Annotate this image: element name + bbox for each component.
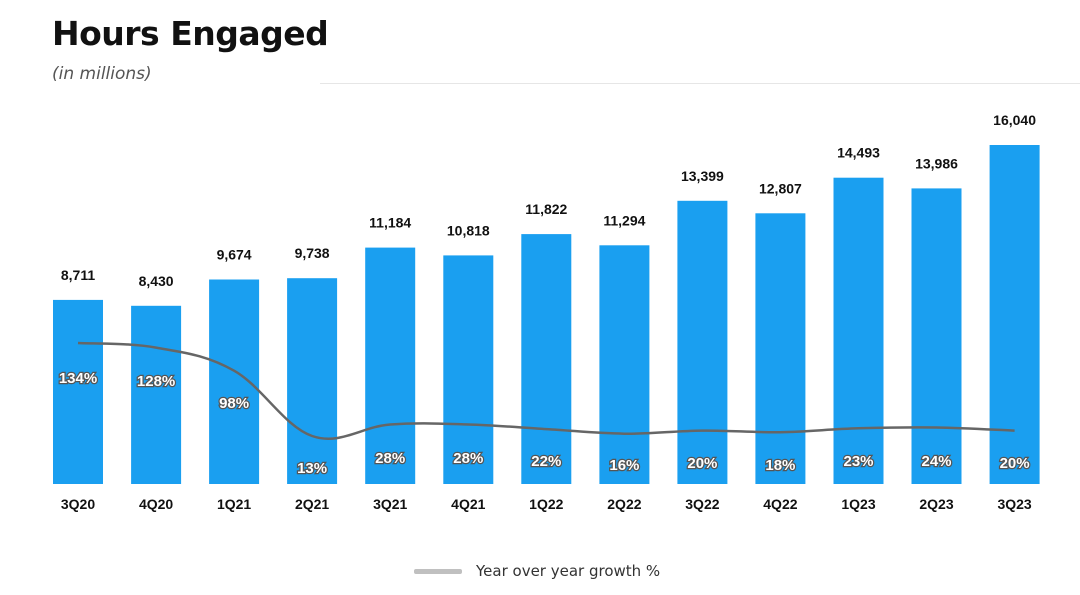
bar-value-label: 11,294 (603, 212, 645, 228)
x-tick-label: 3Q22 (685, 496, 719, 512)
bar-value-label: 14,493 (837, 145, 880, 161)
x-tick-label: 4Q22 (763, 496, 797, 512)
x-tick-label: 1Q23 (841, 496, 875, 512)
chart-subtitle: (in millions) (52, 64, 152, 84)
bar-value-label: 11,822 (525, 201, 567, 217)
x-tick-label: 3Q20 (61, 496, 95, 512)
labels-group: 8,711 3Q20 8,430 4Q20 9,674 1Q21 9,738 2Q21 11,1… (58, 112, 1037, 512)
legend-label: Year over year growth % (476, 562, 661, 580)
bar-value-label: 11,184 (369, 215, 411, 231)
growth-label: 24% (921, 453, 951, 470)
bar-4Q21 (443, 255, 494, 484)
bar-3Q20 (53, 299, 103, 484)
x-tick-label: 3Q23 (997, 496, 1031, 512)
growth-label: 13% (297, 460, 327, 477)
x-tick-label: 1Q21 (217, 496, 251, 512)
growth-label: 20% (687, 455, 717, 472)
x-tick-label: 2Q23 (919, 496, 953, 512)
bar-1Q21 (209, 279, 260, 484)
bar-2Q22 (599, 245, 650, 484)
x-tick-label: 3Q21 (373, 496, 407, 512)
header-divider (0, 83, 1080, 84)
bar-value-label: 10,818 (447, 222, 490, 238)
bar-2Q21 (287, 278, 338, 484)
growth-label: 18% (765, 457, 795, 474)
bar-value-label: 9,738 (295, 245, 330, 261)
growth-label: 16% (609, 457, 639, 474)
bar-2Q23 (911, 188, 962, 484)
bar-3Q23 (989, 145, 1040, 484)
growth-label: 98% (219, 395, 249, 412)
bar-value-label: 13,986 (915, 155, 958, 171)
legend-line-swatch (414, 568, 462, 574)
bar-1Q23 (833, 177, 884, 484)
growth-label: 20% (1000, 455, 1030, 472)
x-tick-label: 4Q20 (139, 496, 173, 512)
chart-title: Hours Engaged (52, 14, 329, 53)
bar-1Q22 (521, 234, 572, 484)
x-tick-label: 2Q22 (607, 496, 641, 512)
bar-4Q20 (131, 305, 182, 484)
x-tick-label: 4Q21 (451, 496, 485, 512)
bar-value-label: 9,674 (217, 247, 252, 263)
growth-label: 28% (375, 450, 405, 467)
growth-label: 134% (59, 370, 97, 387)
header-divider-gap (0, 83, 320, 84)
bar-3Q22 (677, 200, 728, 485)
bar-3Q21 (365, 247, 416, 484)
x-tick-label: 1Q22 (529, 496, 563, 512)
x-tick-label: 2Q21 (295, 496, 329, 512)
growth-line (77, 341, 1015, 440)
legend: Year over year growth % (414, 562, 660, 580)
bar-value-label: 16,040 (993, 112, 1036, 128)
bar-value-label: 8,430 (139, 273, 174, 289)
growth-label: 23% (843, 453, 873, 470)
bar-value-label: 12,807 (759, 180, 802, 196)
growth-label: 22% (531, 453, 561, 470)
bar-4Q22 (755, 213, 806, 485)
bars-group (53, 145, 1040, 485)
bar-value-label: 13,399 (681, 168, 724, 184)
growth-label: 28% (453, 450, 483, 467)
bar-value-label: 8,711 (61, 267, 95, 283)
growth-label: 128% (137, 373, 175, 390)
